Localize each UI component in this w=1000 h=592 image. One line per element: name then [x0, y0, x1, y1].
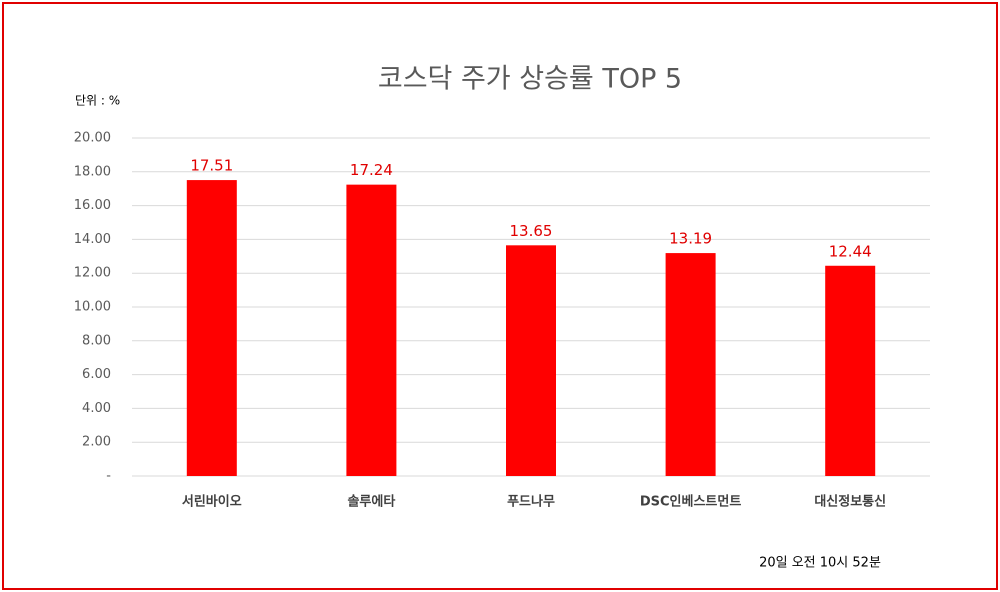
bar	[186, 180, 237, 476]
data-label: 17.24	[350, 161, 393, 179]
y-tick-label: 4.00	[82, 401, 111, 416]
y-tick-label: 8.00	[82, 333, 111, 348]
bar	[825, 265, 876, 476]
y-tick-label: 10.00	[74, 300, 111, 315]
data-label: 12.44	[829, 242, 872, 260]
x-tick-label: 푸드나무	[507, 494, 555, 510]
x-tick-label: DSC인베스트먼트	[640, 494, 741, 510]
data-label: 13.65	[510, 222, 553, 240]
y-tick-label: -	[106, 469, 111, 484]
x-tick-label: 솔루에타	[347, 494, 395, 510]
y-tick-label: 12.00	[74, 266, 111, 281]
y-tick-label: 18.00	[74, 164, 111, 179]
y-tick-label: 2.00	[82, 435, 111, 450]
bar	[506, 245, 556, 476]
data-label: 13.19	[669, 230, 712, 248]
chart-title: 코스닥 주가 상승률 TOP 5	[378, 64, 682, 95]
data-label: 17.51	[190, 157, 233, 175]
unit-label: 단위 : %	[75, 94, 120, 108]
y-tick-label: 20.00	[74, 131, 111, 146]
bar	[346, 184, 397, 477]
y-tick-label: 6.00	[82, 367, 111, 382]
y-tick-label: 14.00	[74, 232, 111, 247]
x-tick-label: 서린바이오	[182, 494, 242, 510]
bar	[665, 253, 716, 476]
footnote: 20일 오전 10시 52분	[759, 556, 881, 571]
x-tick-label: 대신정보통신	[814, 494, 886, 510]
y-tick-label: 16.00	[74, 198, 111, 213]
